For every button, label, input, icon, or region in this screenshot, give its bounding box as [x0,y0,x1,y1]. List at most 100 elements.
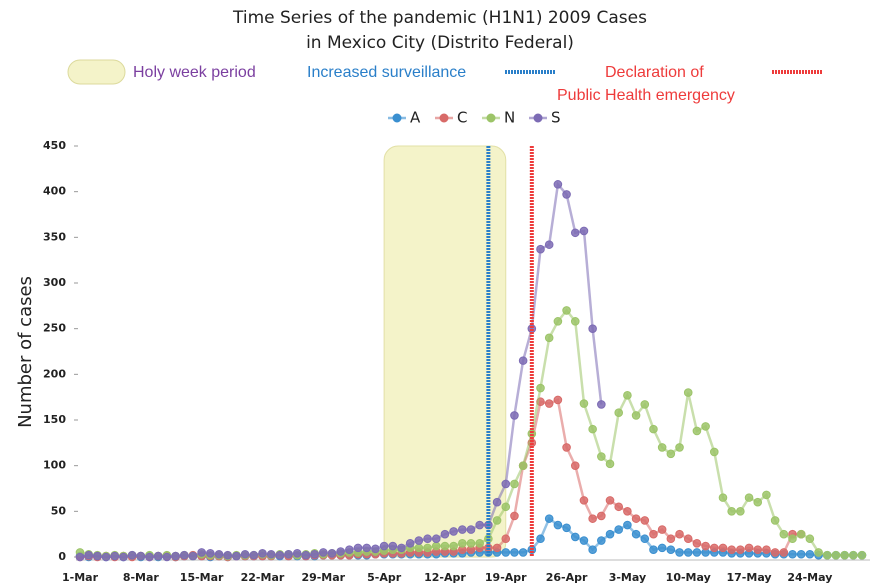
data-point [501,548,511,557]
data-point [614,408,624,417]
data-point [458,539,467,548]
data-point [562,443,571,452]
data-point [536,383,545,393]
data-point [762,545,771,554]
data-point [119,552,128,562]
x-tick-label: 19-Apr [485,571,527,584]
data-point [197,548,206,557]
data-point [805,534,815,544]
data-point [301,550,311,560]
y-axis-label: Number of cases [15,276,36,428]
data-point [675,548,684,557]
data-point [570,317,580,326]
data-point [657,443,667,452]
data-point [597,400,606,409]
data-point [727,507,736,516]
legend-label: Holy week period [133,64,256,81]
data-point [501,534,511,544]
data-point [501,502,511,512]
legend-marker [533,113,543,123]
data-point [649,424,658,434]
legend-marker [439,113,449,123]
data-point [814,548,823,557]
data-point [753,497,763,507]
data-point [623,391,632,400]
data-point [718,543,728,553]
legend-label: Declaration of [605,64,704,81]
data-point [371,544,380,554]
data-point [709,543,719,553]
x-tick-label: 8-Mar [123,571,160,584]
data-point [518,461,528,470]
data-point [518,356,528,365]
data-point [510,411,519,420]
data-point [153,551,163,561]
data-point [536,244,545,254]
data-point [753,545,763,554]
y-tick-label: 300 [43,276,66,289]
data-point [136,551,146,561]
data-point [466,525,476,534]
legend-label: N [504,109,515,127]
data-point [640,516,650,525]
data-point [779,529,789,539]
data-point [414,543,424,553]
legend-marker [392,113,402,123]
data-point [449,541,458,551]
x-tick-label: 3-May [609,571,646,584]
legend-label: Public Health emergency [557,87,735,104]
series-line [79,181,603,559]
data-point [362,543,372,553]
data-point [292,549,302,558]
data-point [588,514,597,523]
data-point [831,550,841,560]
data-point [145,552,154,562]
data-point [692,539,702,548]
data-point [849,550,858,560]
data-point [657,525,667,534]
legend-swatch [67,59,126,85]
data-point [544,333,554,343]
data-point [544,399,554,408]
data-point [588,424,597,434]
data-point [562,190,571,199]
data-point [431,541,441,551]
x-tick-label: 10-May [666,571,711,584]
data-point [597,536,606,545]
data-point [310,549,319,559]
y-tick-label: 250 [43,322,66,335]
data-point [336,547,345,556]
data-point [75,552,85,562]
data-point [475,539,484,548]
x-tick-label: 24-May [787,571,832,584]
data-point [553,520,563,530]
data-point [475,520,484,530]
data-point [675,443,684,452]
x-tick-label: 5-Apr [367,571,402,584]
y-tick-label: 100 [43,459,66,472]
data-point [423,543,432,553]
data-point [744,493,754,502]
chart-title: in Mexico City (Distrito Federal) [306,33,574,53]
data-point [397,543,406,553]
data-point [232,551,241,561]
data-point [640,534,650,544]
data-point [579,496,589,505]
data-point [788,549,797,559]
data-point [318,548,328,557]
data-point [605,459,615,469]
data-point [379,541,389,551]
data-point [788,534,797,544]
data-point [345,545,354,554]
data-point [423,534,432,544]
data-point [718,493,728,502]
data-point [623,507,632,516]
data-point [605,529,615,539]
data-point [93,551,102,561]
data-point [657,543,667,553]
data-point [127,550,137,560]
data-point [631,411,641,420]
data-point [214,549,224,559]
data-point [614,502,624,512]
